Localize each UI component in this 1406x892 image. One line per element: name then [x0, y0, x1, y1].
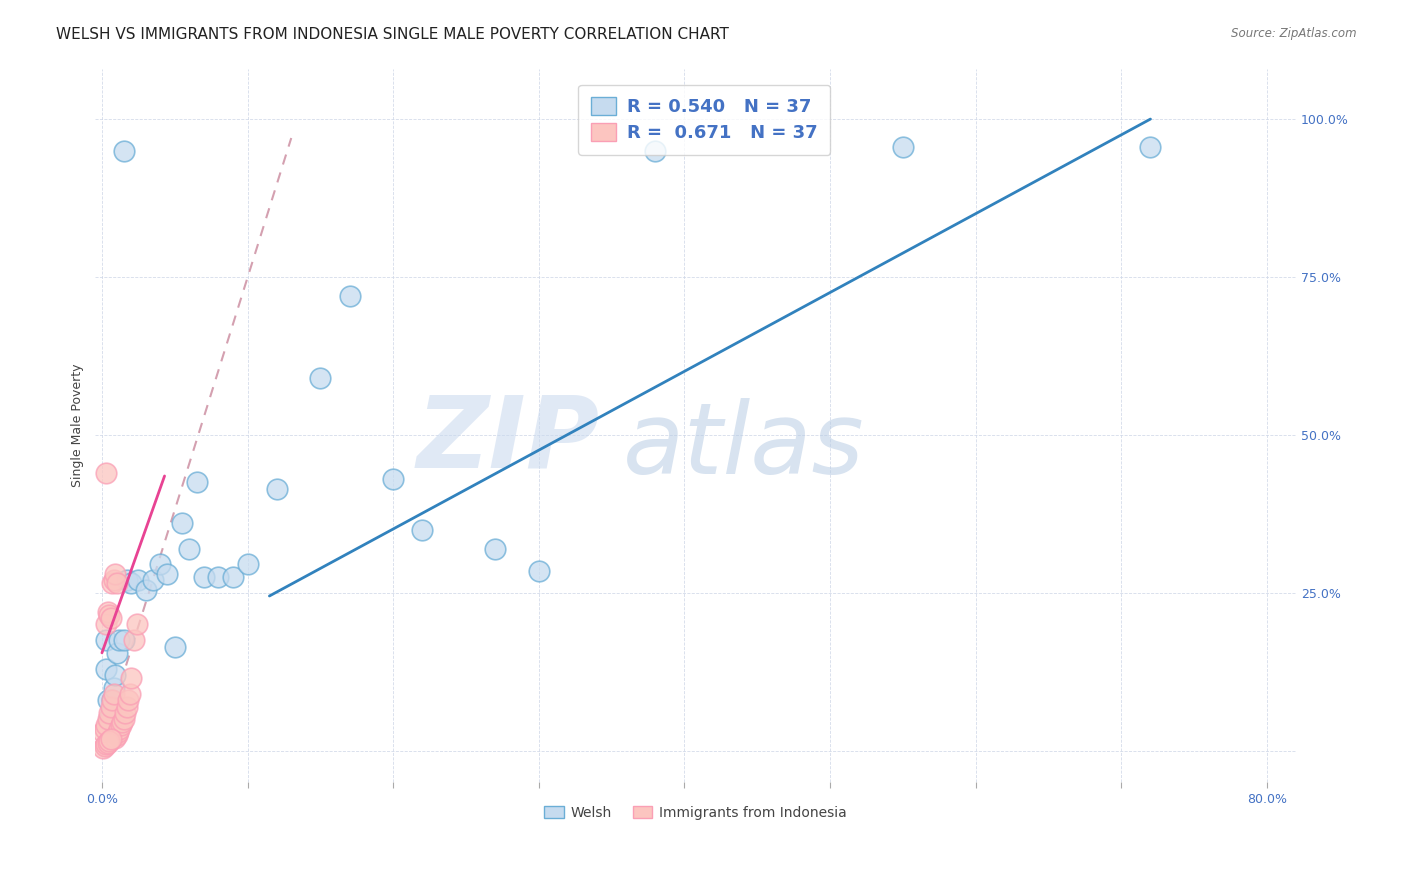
Point — [104, 566, 127, 581]
Point — [135, 582, 157, 597]
Point — [101, 576, 124, 591]
Point — [97, 712, 120, 726]
Point — [96, 633, 118, 648]
Point — [125, 617, 148, 632]
Point — [105, 646, 128, 660]
Point — [107, 724, 129, 739]
Point — [100, 699, 122, 714]
Point — [98, 712, 121, 726]
Point — [101, 693, 124, 707]
Point — [644, 144, 666, 158]
Point — [96, 662, 118, 676]
Text: Source: ZipAtlas.com: Source: ZipAtlas.com — [1232, 27, 1357, 40]
Text: WELSH VS IMMIGRANTS FROM INDONESIA SINGLE MALE POVERTY CORRELATION CHART: WELSH VS IMMIGRANTS FROM INDONESIA SINGL… — [56, 27, 730, 42]
Point — [193, 570, 215, 584]
Point — [104, 731, 127, 745]
Point — [98, 706, 121, 720]
Point — [207, 570, 229, 584]
Point — [98, 734, 121, 748]
Point — [105, 576, 128, 591]
Point — [103, 573, 125, 587]
Point — [115, 699, 138, 714]
Point — [891, 140, 914, 154]
Point — [114, 706, 136, 720]
Point — [222, 570, 245, 584]
Point — [309, 371, 332, 385]
Point — [236, 558, 259, 572]
Point — [100, 706, 122, 720]
Point — [104, 668, 127, 682]
Point — [105, 728, 128, 742]
Point — [527, 564, 550, 578]
Point — [94, 722, 117, 736]
Point — [382, 472, 405, 486]
Point — [163, 640, 186, 654]
Point — [179, 541, 201, 556]
Point — [112, 144, 135, 158]
Text: atlas: atlas — [623, 399, 865, 495]
Point — [93, 740, 115, 755]
Point — [96, 718, 118, 732]
Point — [120, 576, 142, 591]
Point — [122, 633, 145, 648]
Point — [97, 693, 120, 707]
Point — [127, 573, 149, 587]
Point — [93, 724, 115, 739]
Point — [118, 687, 141, 701]
Point — [96, 617, 118, 632]
Point — [339, 289, 361, 303]
Point — [94, 739, 117, 753]
Point — [117, 693, 139, 707]
Point — [103, 681, 125, 695]
Point — [186, 475, 208, 490]
Point — [170, 516, 193, 531]
Point — [111, 715, 134, 730]
Point — [149, 558, 172, 572]
Point — [100, 611, 122, 625]
Point — [98, 607, 121, 622]
Point — [101, 693, 124, 707]
Point — [156, 566, 179, 581]
Point — [96, 738, 118, 752]
Point — [97, 736, 120, 750]
Point — [266, 482, 288, 496]
Point — [96, 466, 118, 480]
Point — [142, 573, 165, 587]
Point — [100, 732, 122, 747]
Text: ZIP: ZIP — [416, 392, 599, 488]
Point — [103, 687, 125, 701]
Point — [120, 671, 142, 685]
Point — [108, 722, 131, 736]
Point — [1139, 140, 1161, 154]
Y-axis label: Single Male Poverty: Single Male Poverty — [72, 364, 84, 487]
Point — [108, 633, 131, 648]
Point — [112, 712, 135, 726]
Point — [411, 523, 433, 537]
Legend: Welsh, Immigrants from Indonesia: Welsh, Immigrants from Indonesia — [538, 800, 852, 825]
Point — [484, 541, 506, 556]
Point — [97, 605, 120, 619]
Point — [115, 573, 138, 587]
Point — [112, 633, 135, 648]
Point — [110, 718, 132, 732]
